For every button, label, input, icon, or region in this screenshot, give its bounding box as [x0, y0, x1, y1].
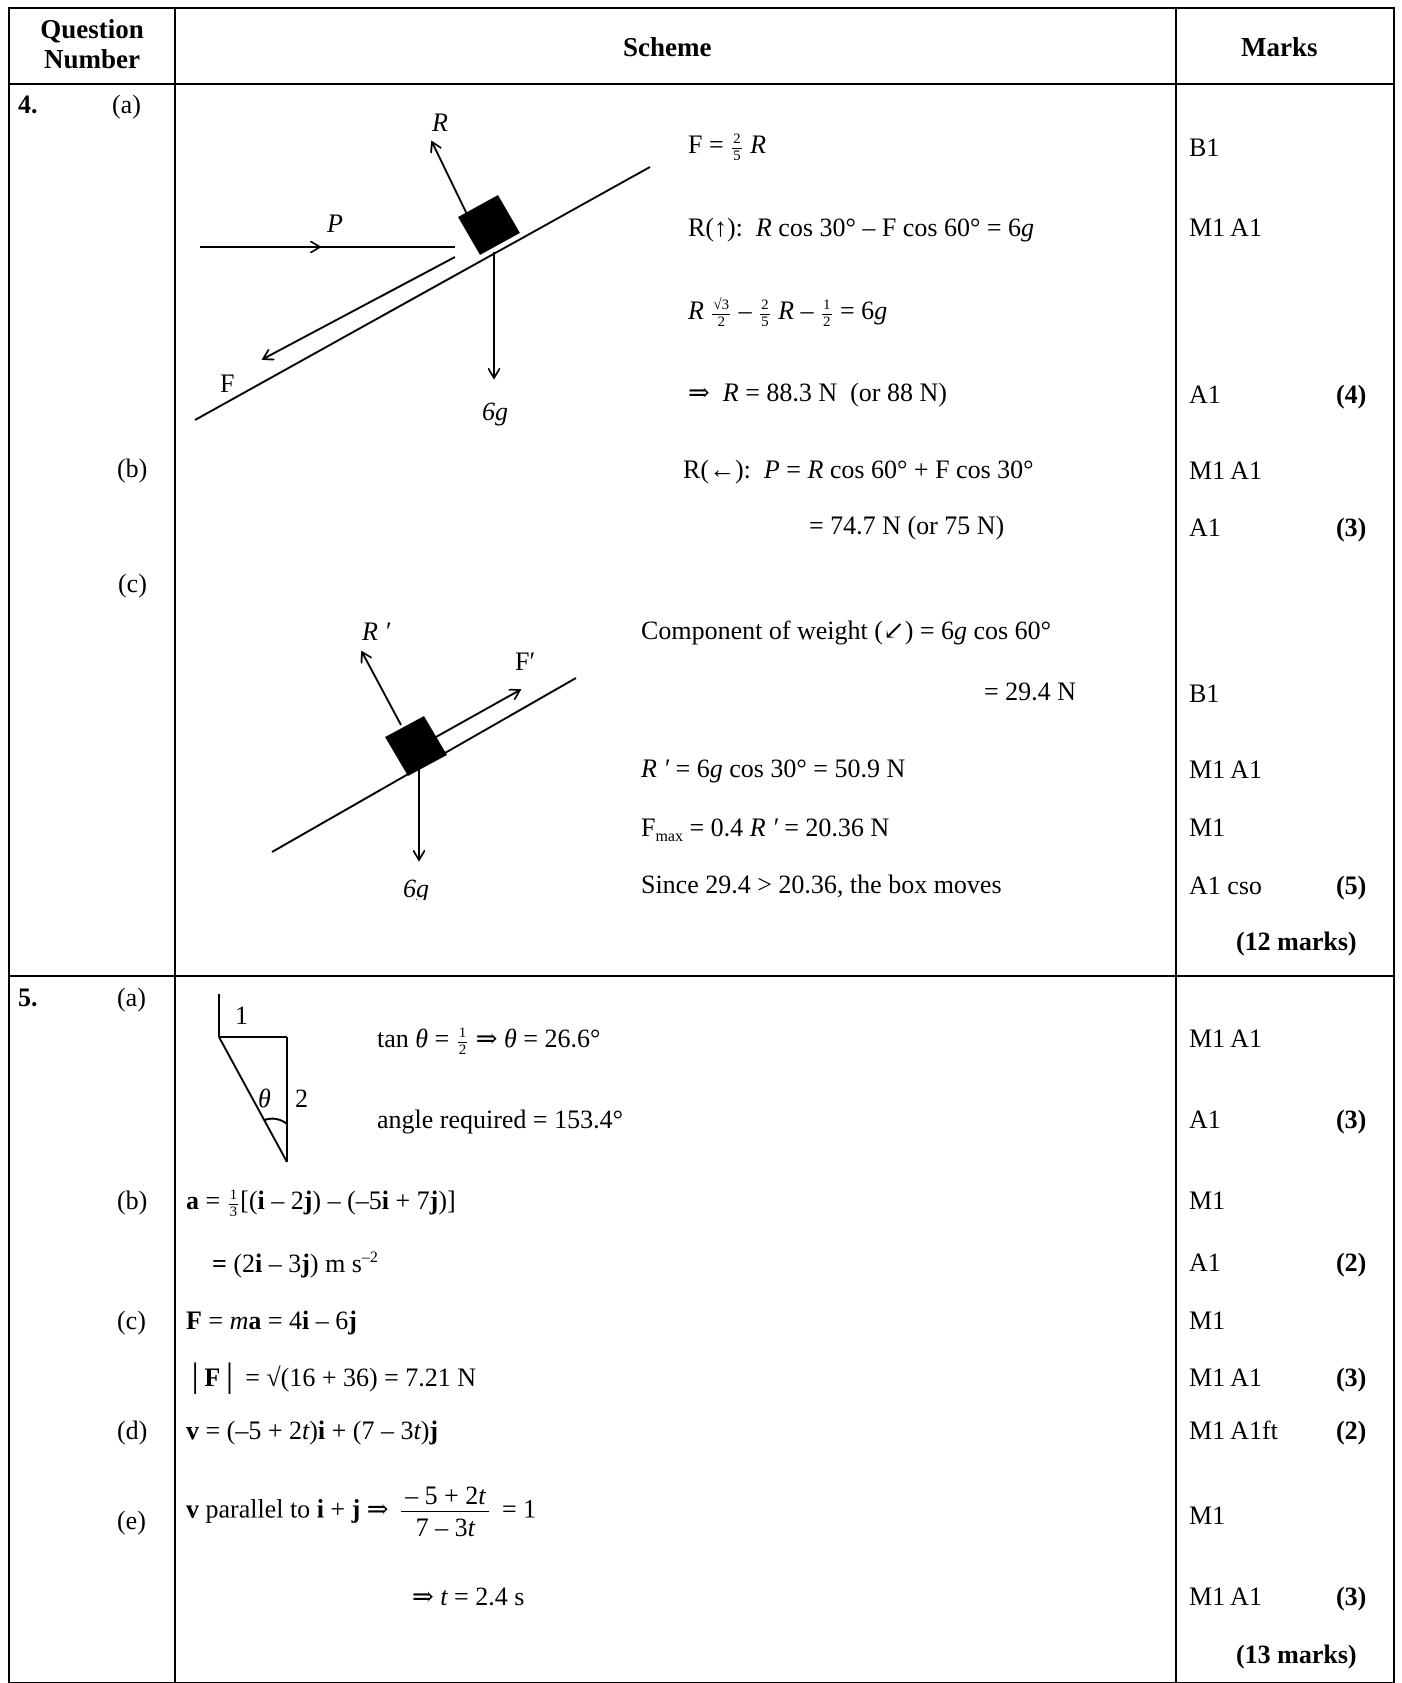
q5-d-line1: v = (–5 + 2t)i + (7 – 3t)j — [186, 1416, 439, 1445]
q4-c-line2: = 29.4 N — [984, 677, 1076, 706]
q5-mark-2: A1 — [1189, 1105, 1221, 1134]
q4-b-line1: R(←): P = R cos 60° + F cos 30° — [683, 455, 1034, 484]
incline-diagram-c: R ′ F′ 6g — [271, 617, 577, 900]
header-number: Number — [44, 44, 140, 75]
q5-mark-9-total: (3) — [1336, 1582, 1367, 1611]
q4-mark-9: A1 cso — [1189, 871, 1262, 900]
label-R-prime: R ′ — [361, 617, 390, 646]
q5-e-line2: ⇒ t = 2.4 s — [412, 1582, 525, 1611]
q5-part-a: (a) — [117, 983, 146, 1012]
q5-b-line1: a = 1 3 [(i – 2j) – (–5i + 7j)] — [186, 1186, 456, 1220]
q5-c-line1: F = ma = 4i – 6j — [186, 1306, 357, 1335]
q4-mark-3-total: (4) — [1336, 380, 1367, 409]
q4-b-line2: = 74.7 N (or 75 N) — [809, 511, 1005, 540]
q4-part-a: (a) — [112, 90, 141, 119]
q5-part-d: (d) — [117, 1416, 148, 1445]
q5-mark-4-total: (2) — [1336, 1248, 1367, 1277]
box-block-c — [385, 716, 447, 776]
label-weight-c: 6g — [403, 874, 429, 900]
q5-mark-7: M1 A1ft — [1189, 1416, 1278, 1445]
q5-e-line1: v parallel to i + j ⇒ – 5 + 2t 7 – 3t = 1 — [186, 1481, 537, 1543]
q5-b-line2: = (2i – 3j) m s–2 — [212, 1249, 378, 1278]
q4-c-line5: Since 29.4 > 20.36, the box moves — [641, 870, 1002, 899]
q4-mark-8: M1 — [1189, 813, 1226, 842]
incline-diagram-a: R P F 6g — [194, 108, 651, 426]
q4-total-marks: (12 marks) — [1236, 927, 1357, 956]
q4-number: 4. — [18, 90, 38, 119]
q4-c-line1: Component of weight (↙) = 6g cos 60° — [641, 616, 1052, 645]
header-marks: Marks — [1241, 32, 1318, 62]
q5-number: 5. — [18, 983, 38, 1012]
q5-mark-4: A1 — [1189, 1248, 1221, 1277]
q5-mark-8: M1 — [1189, 1501, 1226, 1530]
q4-mark-5: A1 — [1189, 513, 1221, 542]
q5-mark-6: M1 A1 — [1189, 1363, 1262, 1392]
q4-mark-4: M1 A1 — [1189, 456, 1262, 485]
label-F: F — [220, 369, 234, 398]
q4-part-b: (b) — [117, 454, 148, 483]
q5-a-line2: angle required = 153.4° — [377, 1105, 623, 1134]
q5-mark-2-total: (3) — [1336, 1105, 1367, 1134]
q4-part-c: (c) — [118, 569, 147, 598]
q5-mark-5: M1 — [1189, 1306, 1226, 1335]
q5-total-marks: (13 marks) — [1236, 1640, 1357, 1669]
q4-mark-2: M1 A1 — [1189, 213, 1262, 242]
triangle-side-1: 1 — [235, 1001, 248, 1030]
label-R: R — [431, 108, 448, 137]
q4-c-line4: Fmax = 0.4 R ′ = 20.36 N — [641, 813, 890, 845]
label-weight: 6g — [482, 397, 508, 426]
header-question-number: Question Number — [16, 14, 168, 74]
q5-part-c: (c) — [117, 1306, 146, 1335]
q5-c-line2: │F│ = √(16 + 36) = 7.21 N — [186, 1363, 477, 1392]
q4-a-line4: ⇒ R = 88.3 N (or 88 N) — [688, 378, 947, 407]
q4-c-line3: R ′ = 6g cos 30° = 50.9 N — [641, 754, 906, 783]
q4-mark-3: A1 — [1189, 380, 1221, 409]
label-P: P — [326, 209, 343, 238]
q4-mark-1: B1 — [1189, 133, 1220, 162]
q5-mark-7-total: (2) — [1336, 1416, 1367, 1445]
header-scheme: Scheme — [623, 32, 712, 62]
q5-mark-6-total: (3) — [1336, 1363, 1367, 1392]
q5-part-b: (b) — [117, 1186, 148, 1215]
q5-mark-1: M1 A1 — [1189, 1024, 1262, 1053]
q4-mark-9-total: (5) — [1336, 871, 1367, 900]
q5-mark-9: M1 A1 — [1189, 1582, 1262, 1611]
q4-a-line2: R(↑): R cos 30° – F cos 60° = 6g — [688, 213, 1035, 242]
box-block — [458, 195, 520, 255]
q5-mark-3: M1 — [1189, 1186, 1226, 1215]
triangle-angle: θ — [258, 1084, 271, 1113]
label-F-prime: F′ — [515, 647, 535, 676]
header-question: Question — [40, 14, 144, 44]
triangle-diagram: 1 θ 2 — [218, 994, 308, 1163]
q5-part-e: (e) — [117, 1506, 146, 1535]
q4-mark-7: M1 A1 — [1189, 755, 1262, 784]
triangle-side-2: 2 — [295, 1084, 308, 1113]
q4-mark-5-total: (3) — [1336, 513, 1367, 542]
q4-mark-6: B1 — [1189, 679, 1220, 708]
